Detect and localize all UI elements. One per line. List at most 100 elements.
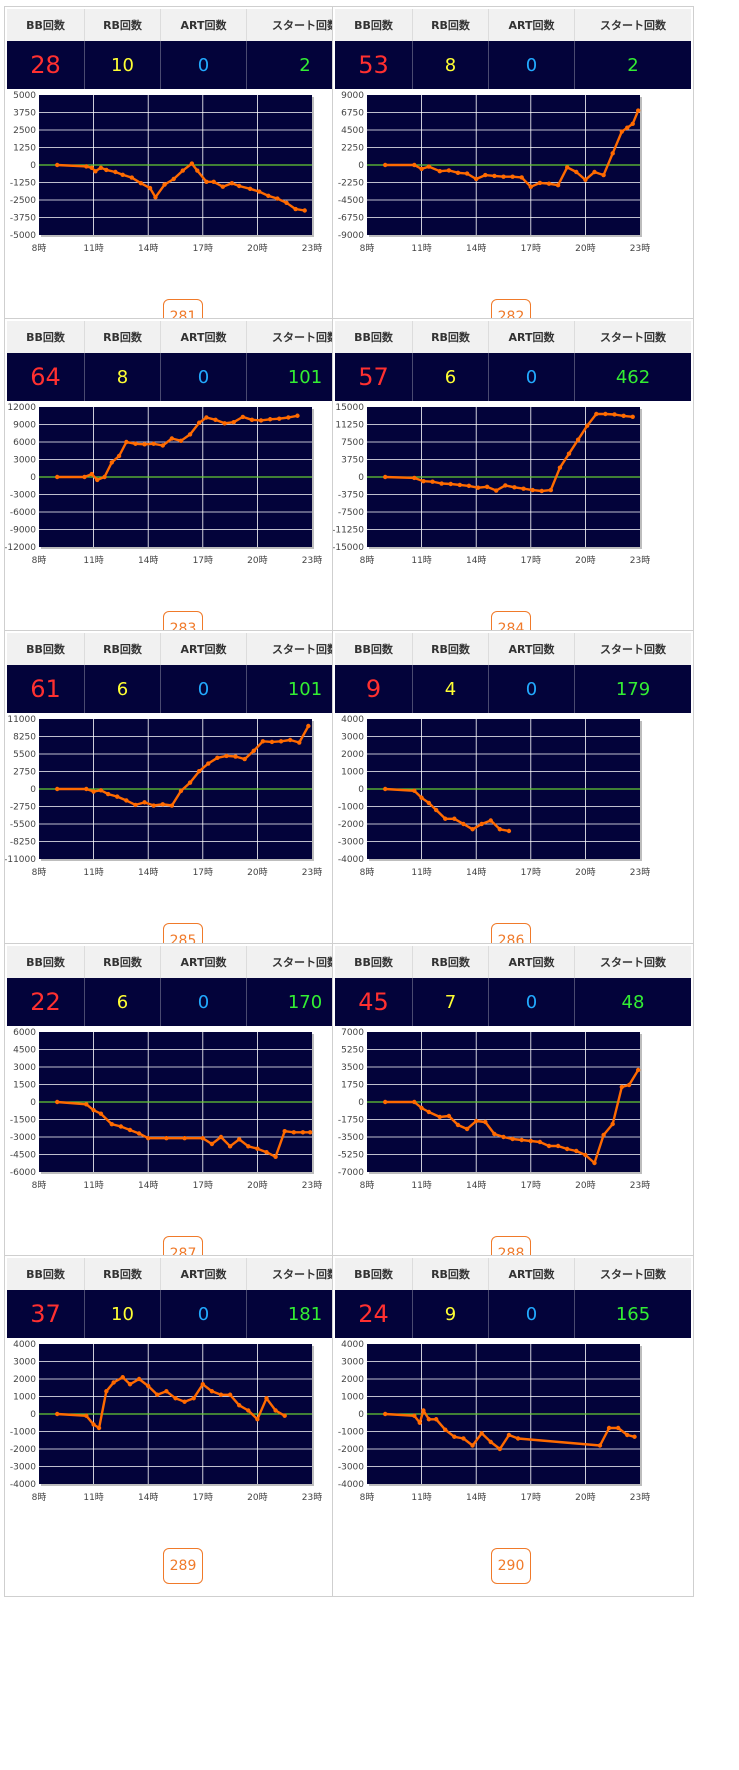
data-point [501, 1134, 506, 1140]
data-point [494, 488, 499, 493]
x-tick-label: 8時 [32, 867, 47, 878]
machine-card: BB回数 RB回数 ART回数 スタート回数 64 8 0 101 12000 9000 6000 3… [4, 318, 366, 660]
stats-values: 45 7 0 48 [335, 978, 691, 1026]
stats-values: 64 8 0 101 [7, 353, 363, 401]
data-point [155, 1392, 160, 1397]
data-point [448, 481, 453, 487]
art-label: ART回数 [489, 321, 575, 353]
art-label: ART回数 [489, 633, 575, 665]
y-tick-label: 0 [30, 473, 36, 483]
data-point [240, 414, 246, 420]
x-tick-label: 23時 [630, 867, 650, 878]
data-point [461, 1436, 466, 1441]
data-point [229, 181, 235, 186]
data-point [224, 753, 229, 759]
x-tick-label: 8時 [32, 1492, 47, 1503]
y-tick-label: -9000 [338, 231, 364, 241]
data-point [124, 439, 129, 445]
bb-label: BB回数 [335, 321, 413, 353]
x-tick-label: 20時 [247, 1492, 267, 1503]
data-point [89, 471, 94, 477]
data-point [619, 129, 624, 134]
data-point [592, 1160, 597, 1166]
y-tick-label: 3000 [341, 733, 364, 743]
data-point [173, 1396, 178, 1401]
machine-card: BB回数 RB回数 ART回数 スタート回数 37 10 0 181 4000 3000 2000 1… [4, 1255, 366, 1597]
stats-values: 61 6 0 101 [7, 665, 363, 713]
stats-values: 24 9 0 165 [335, 1290, 691, 1338]
y-tick-label: 1500 [13, 1081, 36, 1091]
data-point [497, 827, 503, 832]
stats-header: BB回数 RB回数 ART回数 スタート回数 [335, 9, 691, 42]
x-tick-label: 8時 [360, 243, 375, 254]
machine-card: BB回数 RB回数 ART回数 スタート回数 22 6 0 170 6000 4500 3000 15… [4, 943, 366, 1285]
x-tick-label: 8時 [360, 1492, 375, 1503]
data-point [89, 165, 94, 170]
start-label: スタート回数 [272, 956, 338, 969]
y-tick-label: -1000 [338, 1428, 364, 1438]
rb-count: 9 [413, 1290, 489, 1338]
start-label: スタート回数 [600, 643, 666, 656]
x-tick-label: 20時 [247, 1180, 267, 1191]
data-point [546, 1143, 552, 1149]
slump-chart: 5000 3750 2500 1250 0 -1250 -2500 -3750 -5000 8時 1… [10, 91, 322, 254]
stats-header: BB回数 RB回数 ART回数 スタート回数 [7, 321, 363, 354]
data-point [565, 165, 570, 170]
x-tick-label: 17時 [521, 867, 541, 878]
data-point [93, 169, 98, 174]
data-point [136, 1131, 142, 1136]
y-tick-label: 0 [358, 161, 364, 171]
data-point [433, 1417, 439, 1422]
data-point [510, 174, 515, 179]
y-tick-label: 0 [30, 785, 36, 795]
data-point [237, 1403, 242, 1408]
data-point [575, 437, 581, 442]
data-point [615, 1425, 621, 1431]
art-count: 0 [161, 665, 247, 713]
rb-count: 8 [413, 41, 489, 89]
y-tick-label: 2000 [341, 750, 364, 760]
data-point [246, 1144, 251, 1149]
data-point [452, 816, 457, 821]
data-point [565, 1146, 570, 1152]
y-tick-label: 0 [30, 161, 36, 171]
data-point [267, 417, 273, 422]
y-tick-label: 3000 [13, 1063, 36, 1073]
art-count: 0 [161, 353, 247, 401]
data-point [266, 193, 271, 198]
data-point [625, 1432, 630, 1438]
data-point [282, 1413, 287, 1418]
data-point [503, 483, 508, 488]
data-point [275, 196, 280, 201]
y-tick-label: 4500 [341, 126, 364, 136]
start-label: スタート回数 [272, 1268, 338, 1281]
data-point [273, 1154, 278, 1160]
machine-number-button[interactable]: 289 [163, 1548, 203, 1584]
rb-label: RB回数 [413, 946, 489, 978]
start-label: スタート回数 [272, 19, 338, 32]
x-tick-label: 17時 [193, 867, 213, 878]
data-point [162, 182, 167, 187]
y-tick-label: -2500 [10, 196, 36, 206]
data-point [512, 485, 517, 490]
start-count: 2 [299, 54, 311, 76]
data-point [433, 807, 439, 813]
data-point [555, 183, 561, 188]
art-label: ART回数 [161, 9, 247, 41]
bb-count: 22 [7, 978, 85, 1026]
data-point [515, 1436, 521, 1441]
data-point [195, 168, 200, 173]
data-point [528, 184, 533, 189]
y-tick-label: 12000 [7, 403, 36, 413]
y-tick-label: 5000 [13, 91, 36, 101]
art-label: ART回数 [161, 321, 247, 353]
y-tick-label: -5500 [10, 820, 36, 830]
rb-label: RB回数 [413, 321, 489, 353]
bb-label: BB回数 [7, 1258, 85, 1290]
start-label: スタート回数 [600, 1268, 666, 1281]
y-tick-label: -1500 [10, 1116, 36, 1126]
bb-label: BB回数 [7, 9, 85, 41]
y-tick-label: -3000 [10, 491, 36, 501]
bb-label: BB回数 [335, 946, 413, 978]
machine-number-button[interactable]: 290 [491, 1548, 531, 1584]
